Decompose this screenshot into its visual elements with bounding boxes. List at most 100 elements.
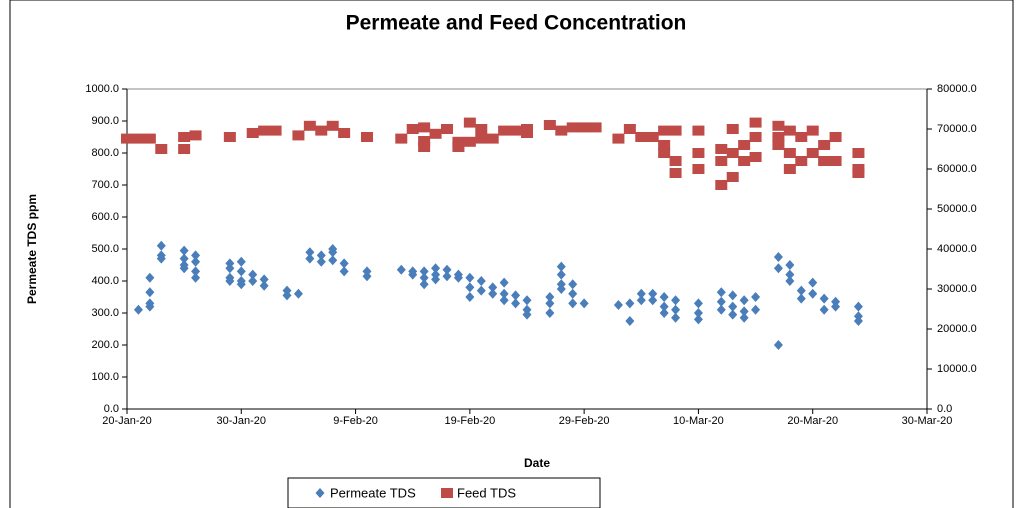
data-point — [326, 120, 339, 131]
data-point — [808, 288, 818, 299]
data-point — [806, 125, 819, 136]
data-point — [155, 144, 168, 154]
y-tick-label: 100.0 — [91, 371, 119, 383]
data-point — [796, 293, 806, 304]
data-point — [179, 263, 189, 274]
y2-tick-label: 10000.0 — [937, 363, 977, 375]
data-point — [522, 309, 532, 320]
x-axis-title: Date — [524, 456, 550, 470]
data-point — [568, 298, 578, 309]
data-point — [589, 122, 602, 133]
data-point — [545, 292, 555, 302]
data-point — [225, 263, 235, 274]
data-point — [488, 282, 498, 293]
data-point — [452, 136, 465, 147]
data-point — [795, 132, 808, 142]
data-point — [785, 276, 795, 286]
data-point — [773, 340, 783, 350]
data-point — [556, 269, 566, 280]
data-point — [568, 279, 578, 290]
data-point — [853, 316, 863, 326]
data-point — [179, 245, 189, 256]
data-point — [156, 240, 166, 251]
y-tick-label: 1000.0 — [85, 83, 119, 95]
data-point — [191, 250, 201, 261]
data-point — [751, 304, 761, 315]
data-point — [441, 124, 453, 134]
data-point — [692, 148, 705, 158]
data-point — [716, 296, 726, 307]
y-tick-label: 200.0 — [91, 339, 119, 351]
data-point — [749, 132, 762, 142]
data-point — [555, 125, 568, 136]
data-point — [829, 132, 842, 142]
data-point — [715, 156, 728, 166]
data-point — [556, 261, 566, 272]
data-point — [236, 256, 246, 267]
data-point — [361, 132, 373, 142]
data-point — [728, 301, 738, 312]
data-point — [396, 264, 406, 275]
data-point — [671, 295, 681, 306]
data-point — [191, 272, 201, 283]
data-point — [522, 295, 532, 306]
y-tick-label: 800.0 — [91, 147, 119, 159]
data-point — [819, 304, 829, 315]
data-point — [419, 279, 429, 290]
data-point — [738, 156, 751, 166]
data-point — [145, 272, 155, 283]
data-point — [796, 285, 806, 296]
data-point — [613, 300, 623, 310]
data-point — [509, 125, 522, 136]
data-point — [191, 266, 201, 277]
data-point — [669, 156, 682, 166]
data-point — [693, 314, 703, 325]
data-point — [178, 132, 191, 142]
data-point — [716, 304, 726, 315]
data-point — [429, 128, 442, 139]
data-point — [452, 142, 465, 152]
y2-tick-label: 60000.0 — [937, 163, 977, 175]
data-point — [659, 308, 669, 318]
data-point — [223, 132, 236, 142]
data-point — [132, 133, 145, 144]
data-point — [785, 269, 795, 280]
data-point — [808, 277, 818, 288]
data-point — [545, 298, 555, 309]
data-point — [726, 172, 739, 182]
x-tick-label: 10-Mar-20 — [673, 415, 724, 427]
data-point — [419, 272, 429, 283]
data-point — [578, 122, 591, 133]
data-point — [328, 247, 338, 258]
data-point — [145, 301, 155, 312]
data-point — [499, 277, 509, 288]
data-point — [612, 133, 625, 144]
data-point — [339, 258, 349, 269]
data-point — [648, 295, 658, 306]
data-point — [282, 290, 292, 301]
data-point — [635, 132, 648, 142]
data-point — [292, 130, 305, 141]
data-point — [579, 298, 589, 309]
data-point — [453, 272, 463, 283]
y-tick-label: 0.0 — [104, 403, 119, 415]
data-point — [431, 274, 441, 285]
data-point — [305, 253, 315, 264]
data-point — [818, 140, 831, 150]
data-point — [248, 276, 258, 286]
data-point — [566, 122, 579, 133]
y2-tick-label: 20000.0 — [937, 323, 977, 335]
chart-title: Permeate and Feed Concentration — [346, 12, 687, 35]
data-point — [418, 136, 431, 146]
data-point — [751, 292, 761, 302]
x-tick-label: 20-Jan-20 — [102, 415, 152, 427]
data-point — [305, 247, 315, 258]
data-point — [143, 133, 156, 144]
data-point — [339, 266, 349, 277]
data-point — [315, 125, 328, 136]
data-point — [715, 144, 728, 154]
legend-label: Feed TDS — [457, 485, 516, 500]
data-point — [669, 125, 682, 136]
data-point — [511, 290, 521, 301]
